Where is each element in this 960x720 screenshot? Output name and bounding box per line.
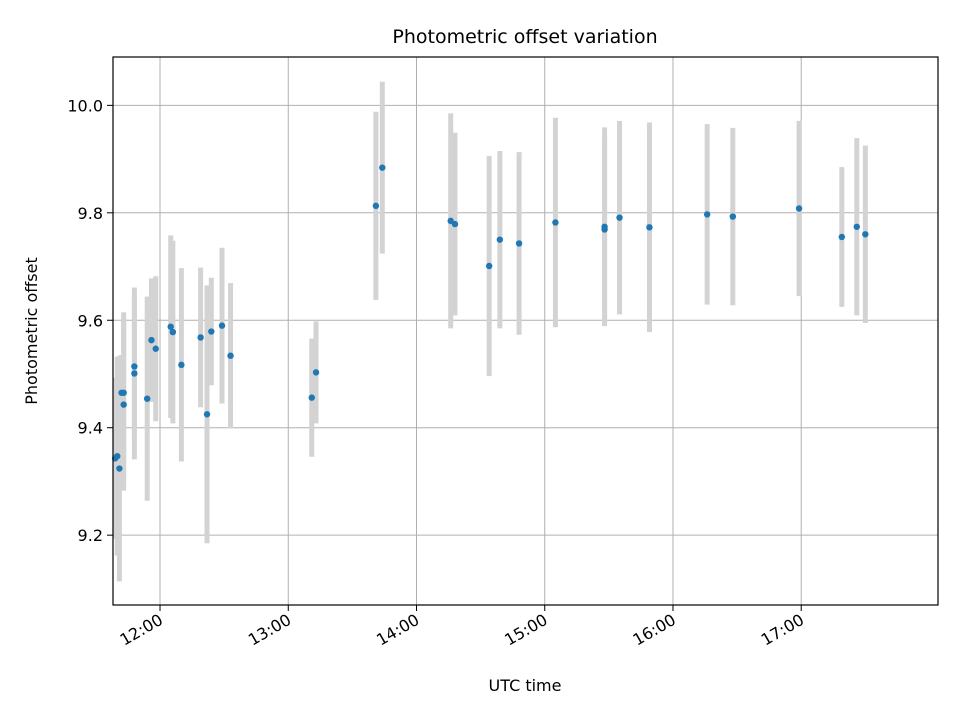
data-point [208,328,215,335]
data-point [451,220,459,228]
data-point [601,223,608,230]
data-point [729,213,737,220]
data-point [143,395,151,402]
data-point [114,452,121,460]
data-point [218,322,226,329]
y-tick-label: 10.0 [67,96,103,115]
data-point [120,389,127,396]
data-point [838,233,846,241]
data-point [169,328,177,336]
data-point [515,240,523,247]
data-point [131,370,138,377]
data-point [372,202,380,210]
data-point [703,211,711,218]
chart-title: Photometric offset variation [392,26,657,48]
y-axis-label: Photometric offset [22,257,41,405]
data-point [552,219,559,226]
data-point [795,205,803,212]
plot-frame [112,56,939,606]
data-point [197,334,204,341]
data-point [646,224,653,231]
data-point [116,465,123,472]
y-tick-label: 9.8 [78,204,103,223]
data-point [853,223,860,230]
data-point [485,262,493,270]
data-point [131,363,138,370]
data-point [379,164,386,171]
y-tick-label: 9.6 [78,311,103,330]
data-point [308,394,315,401]
data-point [203,411,211,418]
data-point [312,369,320,376]
data-point [152,345,159,352]
data-point [616,214,623,221]
y-tick-label: 9.2 [78,526,103,545]
data-point [862,231,869,238]
y-tick-label: 9.4 [78,419,103,438]
data-point [178,361,185,369]
data-point [496,236,504,243]
x-axis-label: UTC time [489,676,562,695]
data-point [148,336,155,344]
data-point [227,352,234,359]
data-point [167,323,174,330]
data-point [120,401,127,408]
